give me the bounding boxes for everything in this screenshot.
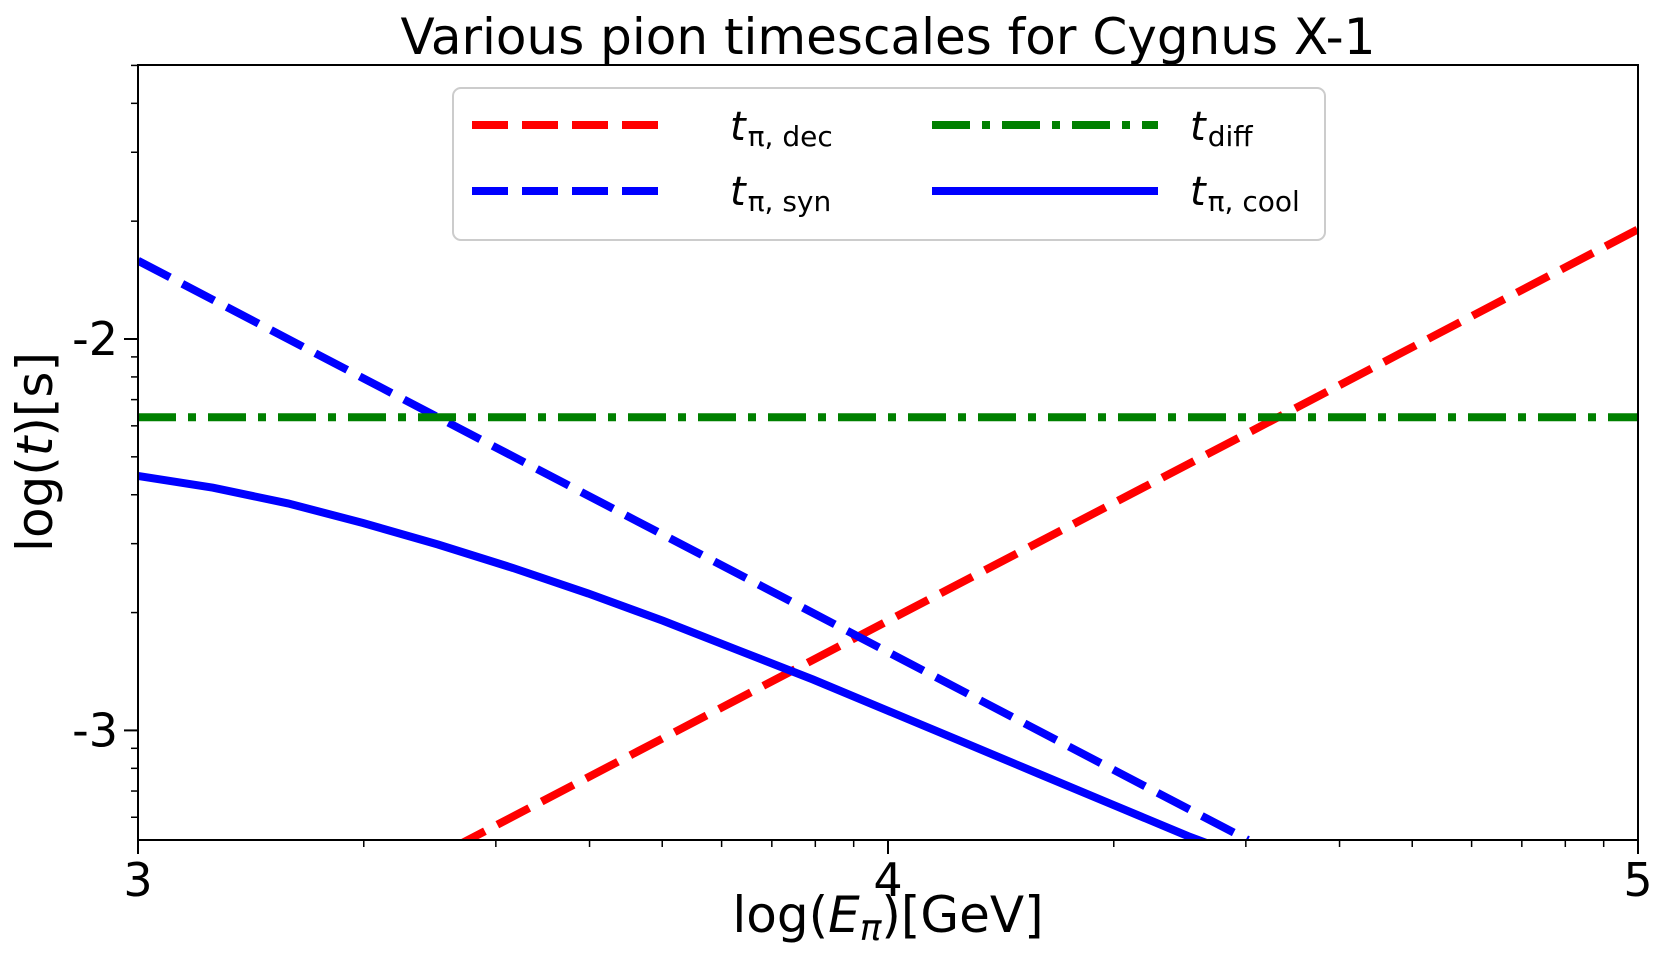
x-major-ticks: 3 4 5 xyxy=(123,840,1653,907)
x-axis-label-sub: π xyxy=(860,908,883,949)
legend-label-dec: tπ, dec xyxy=(730,104,833,153)
legend-label-diff-main: t xyxy=(1190,104,1207,150)
legend-label-dec-main: t xyxy=(730,104,747,150)
y-tick-label: -3 xyxy=(72,703,118,757)
x-tick-label: 5 xyxy=(1623,853,1652,907)
legend-label-diff: tdiff xyxy=(1190,104,1253,153)
chart-title: Various pion timescales for Cygnus X-1 xyxy=(401,8,1376,66)
y-major-ticks: -3 -2 xyxy=(72,312,138,757)
x-axis-label: log(Eπ)[GeV] xyxy=(732,886,1043,949)
legend-label-syn-main: t xyxy=(730,169,747,215)
series-layer xyxy=(138,225,1638,840)
y-axis-label-prefix: log( xyxy=(6,456,64,552)
x-axis-label-prefix: log( xyxy=(732,886,828,944)
legend: tπ, dec tπ, syn tdiff tπ, cool xyxy=(452,87,1326,241)
x-minor-ticks xyxy=(363,840,1605,847)
series-dec-line xyxy=(459,225,1638,840)
x-axis-label-suffix: )[GeV] xyxy=(881,886,1043,944)
y-axis-label: log(t)[s] xyxy=(6,352,64,552)
legend-label-cool-sub: π, cool xyxy=(1208,185,1300,218)
y-minor-ticks xyxy=(131,64,138,818)
x-tick-label: 3 xyxy=(123,853,152,907)
legend-label-cool: tπ, cool xyxy=(1190,169,1300,218)
legend-label-diff-sub: diff xyxy=(1208,120,1254,153)
legend-label-dec-sub: π, dec xyxy=(748,120,833,153)
x-tick-label: 4 xyxy=(873,853,902,907)
legend-label-syn-sub: π, syn xyxy=(748,185,832,218)
y-tick-label: -2 xyxy=(72,312,118,366)
y-axis-label-var: t xyxy=(6,434,64,456)
series-cool-line xyxy=(138,472,1210,840)
y-axis-label-suffix: )[s] xyxy=(6,352,64,437)
legend-label-syn: tπ, syn xyxy=(730,169,831,218)
x-axis-label-var: E xyxy=(828,886,860,944)
legend-label-cool-main: t xyxy=(1190,169,1207,215)
series-syn-line xyxy=(138,257,1250,840)
